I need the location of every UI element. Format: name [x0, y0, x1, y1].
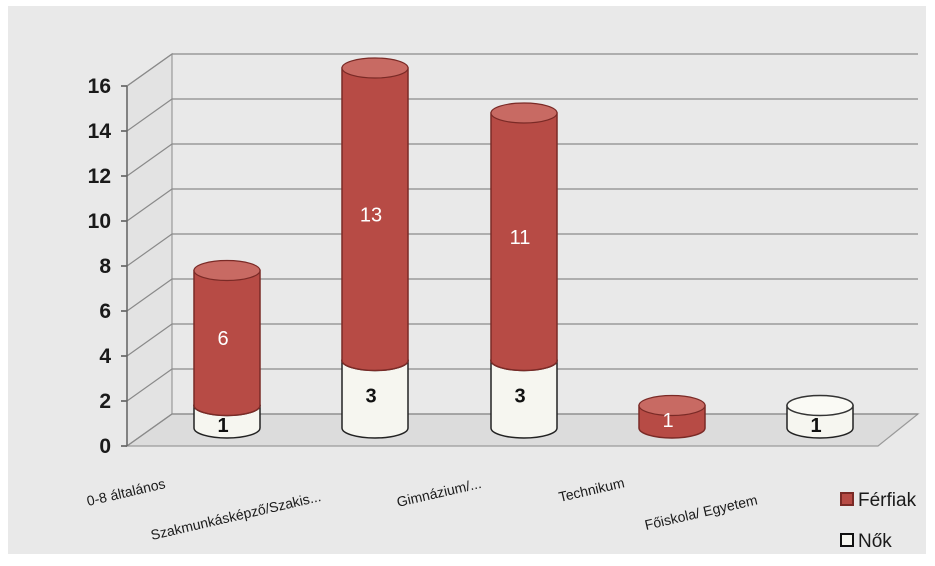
legend-label: Férfiak: [858, 490, 917, 511]
y-tick-label: 0: [99, 435, 111, 458]
data-label-ferfiak: 11: [510, 227, 531, 249]
data-label-nok: 1: [810, 415, 821, 437]
legend-swatch: [840, 492, 854, 506]
data-label-ferfiak: 6: [217, 328, 228, 350]
gridline: [126, 323, 918, 357]
gridlines: [121, 53, 918, 447]
bar-stack: 1: [638, 394, 706, 439]
data-label-nok: 3: [365, 385, 376, 407]
bar-segment-nok: [490, 359, 558, 439]
y-tick-label: 6: [99, 300, 111, 323]
gridline: [126, 98, 918, 132]
bar-segment-ferfiak: [490, 112, 558, 372]
gridline: [126, 53, 918, 87]
gridline: [126, 278, 918, 312]
data-label-nok: 3: [514, 385, 525, 407]
bar-stack: 3 11: [490, 102, 558, 439]
legend-item: Nők: [840, 531, 892, 552]
legend-item: Férfiak: [840, 490, 917, 511]
legend-label: Nők: [858, 531, 892, 552]
gridline: [126, 143, 918, 177]
y-tick-label: 12: [88, 165, 111, 188]
y-tick-label: 4: [99, 345, 111, 368]
bar-top-nok: [786, 394, 854, 417]
y-tick-label: 14: [88, 120, 112, 143]
bar-stack: 1: [786, 394, 854, 439]
bar-stack: 3 13: [341, 57, 409, 439]
y-tick-label: 10: [88, 210, 111, 233]
bar-segment-nok: [341, 359, 409, 439]
gridline: [126, 188, 918, 222]
bar-segment-ferfiak: [341, 67, 409, 372]
bar-top-ferfiak: [638, 394, 706, 417]
bar-segment-ferfiak: [193, 269, 261, 417]
y-tick-label: 16: [88, 75, 111, 98]
y-axis-ticks: 0 2 4 6 8 10 12 14 16: [88, 75, 112, 458]
gridline: [126, 368, 918, 402]
bar-top-ferfiak: [341, 57, 409, 79]
data-label-ferfiak: 13: [360, 204, 382, 226]
data-label-ferfiak: 1: [662, 410, 673, 432]
y-tick-label: 2: [99, 390, 111, 413]
bar-stack: 16: [193, 259, 261, 439]
gridline: [126, 233, 918, 267]
data-label-nok: 1: [217, 415, 228, 437]
legend-swatch: [840, 533, 854, 547]
bar-top-ferfiak: [193, 259, 261, 282]
y-tick-label: 8: [99, 255, 111, 278]
bar-top-ferfiak: [490, 102, 558, 124]
legend: Férfiak Nők: [840, 490, 917, 552]
